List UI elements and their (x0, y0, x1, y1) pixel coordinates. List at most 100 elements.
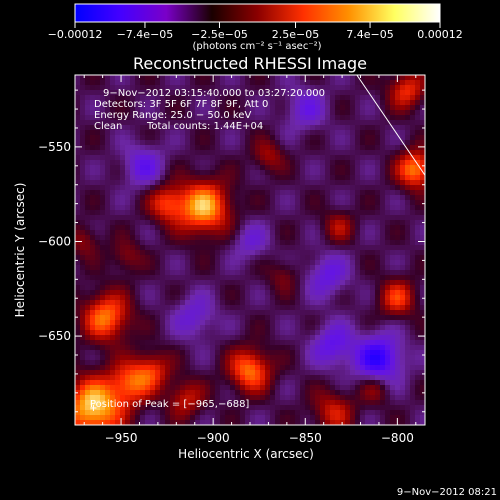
heatmap-cell (410, 355, 416, 361)
heatmap-cell (325, 225, 331, 231)
heatmap-cell (180, 325, 186, 331)
heatmap-cell (125, 195, 131, 201)
heatmap-cell (160, 255, 166, 261)
heatmap-cell (190, 230, 196, 236)
heatmap-cell (375, 110, 381, 116)
heatmap-cell (345, 215, 351, 221)
heatmap-cell (210, 85, 216, 91)
heatmap-cell (325, 85, 331, 91)
heatmap-cell (95, 275, 101, 281)
heatmap-cell (385, 380, 391, 386)
heatmap-cell (195, 245, 201, 251)
heatmap-cell (305, 400, 311, 406)
heatmap-cell (90, 190, 96, 196)
heatmap-cell (235, 80, 241, 86)
heatmap-cell (370, 195, 376, 201)
heatmap-cell (325, 415, 331, 421)
heatmap-cell (75, 200, 81, 206)
heatmap-cell (130, 310, 136, 316)
heatmap-cell (415, 125, 421, 131)
heatmap-cell (290, 155, 296, 161)
heatmap-cell (140, 325, 146, 331)
heatmap-cell (275, 420, 281, 425)
heatmap-cell (95, 340, 101, 346)
heatmap-cell (135, 195, 141, 201)
heatmap-cell (150, 325, 156, 331)
heatmap-cell (310, 340, 316, 346)
heatmap-cell (310, 330, 316, 336)
heatmap-cell (250, 385, 256, 391)
heatmap-cell (115, 370, 121, 376)
heatmap-cell (105, 350, 111, 356)
heatmap-cell (380, 360, 386, 366)
heatmap-cell (115, 390, 121, 396)
heatmap-cell (75, 175, 81, 181)
heatmap-cell (300, 130, 306, 136)
heatmap-cell (155, 190, 161, 196)
heatmap-cell (280, 395, 286, 401)
heatmap-cell (200, 85, 206, 91)
heatmap-cell (225, 170, 231, 176)
heatmap-cell (180, 260, 186, 266)
heatmap-cell (290, 380, 296, 386)
heatmap-cell (405, 150, 411, 156)
heatmap-cell (240, 265, 246, 271)
heatmap-cell (75, 280, 81, 286)
heatmap-cell (390, 415, 396, 421)
heatmap-cell (105, 295, 111, 301)
heatmap-cell (120, 415, 126, 421)
heatmap-cell (320, 365, 326, 371)
heatmap-cell (150, 145, 156, 151)
heatmap-cell (275, 195, 281, 201)
heatmap-cell (295, 195, 301, 201)
heatmap-cell (380, 230, 386, 236)
heatmap-cell (115, 375, 121, 381)
heatmap-cell (85, 265, 91, 271)
heatmap-cell (250, 330, 256, 336)
heatmap-cell (250, 350, 256, 356)
heatmap-cell (100, 375, 106, 381)
heatmap-cell (345, 400, 351, 406)
heatmap-cell (100, 165, 106, 171)
heatmap-cell (390, 190, 396, 196)
heatmap-cell (125, 190, 131, 196)
heatmap-cell (320, 165, 326, 171)
heatmap-cell (415, 315, 421, 321)
heatmap-cell (145, 135, 151, 141)
heatmap-cell (270, 375, 276, 381)
heatmap-cell (330, 285, 336, 291)
heatmap-cell (175, 90, 181, 96)
heatmap-cell (195, 145, 201, 151)
heatmap-cell (185, 170, 191, 176)
heatmap-cell (255, 190, 261, 196)
heatmap-cell (385, 150, 391, 156)
heatmap-cell (275, 175, 281, 181)
heatmap-cell (360, 350, 366, 356)
heatmap-cell (210, 225, 216, 231)
heatmap-cell (80, 325, 86, 331)
heatmap-cell (140, 95, 146, 101)
heatmap-cell (285, 185, 291, 191)
heatmap-cell (190, 285, 196, 291)
heatmap-cell (180, 420, 186, 425)
heatmap-cell (210, 355, 216, 361)
heatmap-cell (345, 360, 351, 366)
heatmap-cell (325, 305, 331, 311)
heatmap-cell (260, 315, 266, 321)
heatmap-cell (105, 375, 111, 381)
heatmap-cell (200, 350, 206, 356)
heatmap-cell (85, 420, 91, 425)
heatmap-cell (265, 345, 271, 351)
heatmap-cell (275, 410, 281, 416)
heatmap-cell (280, 315, 286, 321)
heatmap-cell (350, 110, 356, 116)
heatmap-cell (175, 130, 181, 136)
heatmap-cell (400, 250, 406, 256)
heatmap-cell (385, 340, 391, 346)
heatmap-cell (375, 135, 381, 141)
heatmap-cell (190, 195, 196, 201)
heatmap-cell (180, 195, 186, 201)
heatmap-cell (80, 255, 86, 261)
heatmap-cell (235, 75, 241, 81)
heatmap-cell (285, 265, 291, 271)
